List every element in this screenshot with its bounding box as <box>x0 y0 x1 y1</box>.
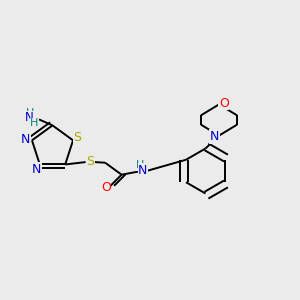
Text: H: H <box>30 118 39 128</box>
Text: N: N <box>21 133 30 146</box>
Text: N: N <box>32 163 41 176</box>
Text: N: N <box>25 111 34 124</box>
Text: N: N <box>210 130 219 143</box>
Text: S: S <box>86 155 94 168</box>
Text: N: N <box>138 164 148 177</box>
Text: O: O <box>101 181 111 194</box>
Text: H: H <box>136 160 144 170</box>
Text: S: S <box>74 131 82 144</box>
Text: O: O <box>219 97 229 110</box>
Text: H: H <box>26 108 34 118</box>
